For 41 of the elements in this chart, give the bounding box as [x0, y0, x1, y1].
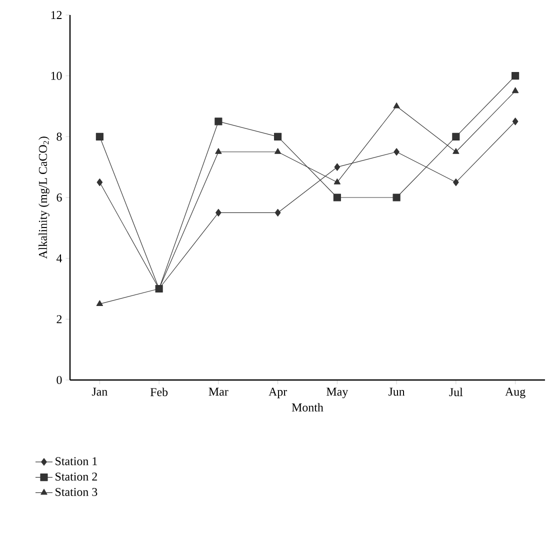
- x-tick-label: Apr: [268, 388, 287, 398]
- point: [274, 148, 282, 154]
- point: [216, 208, 222, 216]
- y-tick-label: 12: [51, 11, 62, 19]
- x-tick-label: Feb: [150, 388, 168, 396]
- x-axis-title: Month: [292, 403, 324, 412]
- legend-label: Station 2: [56, 472, 97, 481]
- point: [452, 132, 460, 140]
- y-tick-label: 2: [56, 315, 62, 324]
- y-tick-label: 8: [56, 132, 62, 141]
- point: [215, 148, 222, 154]
- point: [512, 87, 519, 94]
- point: [274, 132, 282, 140]
- x-tick-label: Jul: [449, 388, 463, 396]
- point: [274, 208, 281, 216]
- point: [512, 72, 520, 80]
- legend-label: Station 1: [56, 457, 97, 466]
- y-axis-title: Alkalinity (mg/L CaCO$_{2}$): [38, 136, 50, 259]
- x-tick-label: Jan: [92, 388, 108, 396]
- point: [214, 118, 222, 126]
- y-tick-label: 10: [51, 72, 62, 80]
- x-tick-label: Aug: [505, 388, 526, 398]
- y-tick-label: 4: [56, 254, 62, 262]
- point: [334, 163, 340, 171]
- y-tick-label: 0: [56, 376, 62, 384]
- point: [512, 118, 518, 126]
- point: [334, 178, 341, 184]
- point: [96, 300, 104, 306]
- y-tick-label: 6: [56, 193, 62, 202]
- x-tick-label: Mar: [208, 388, 228, 396]
- point: [392, 194, 400, 202]
- x-tick-label: May: [326, 388, 348, 398]
- x-tick-label: Jun: [388, 388, 405, 396]
- legend-label: Station 3: [56, 488, 98, 496]
- point: [96, 132, 104, 140]
- point: [453, 178, 459, 186]
- point: [96, 178, 103, 186]
- point: [452, 148, 460, 154]
- point: [394, 148, 400, 156]
- point: [393, 102, 400, 108]
- point: [333, 194, 341, 202]
